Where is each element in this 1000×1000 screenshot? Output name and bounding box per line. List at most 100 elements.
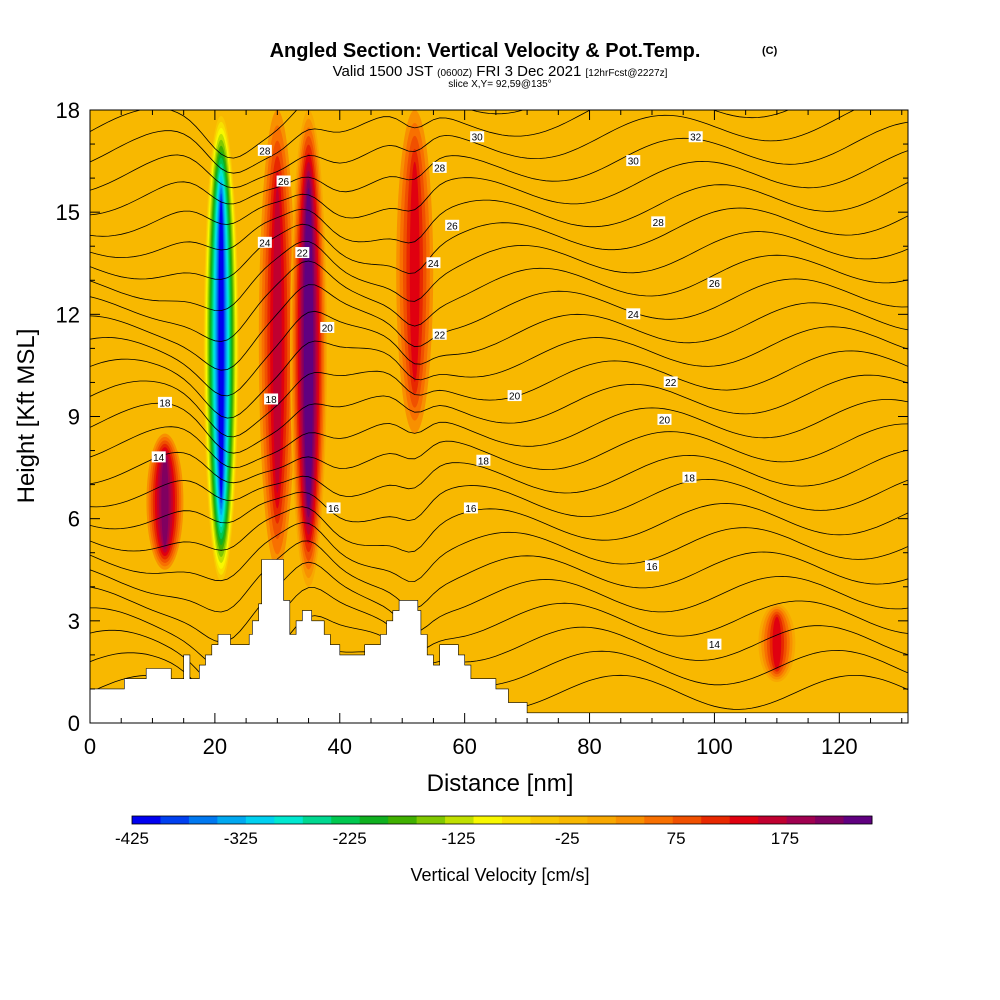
contour-label: 24	[626, 308, 641, 321]
contour-label-bg	[626, 308, 641, 320]
theta-contour	[90, 110, 790, 174]
contour-label: 26	[707, 277, 722, 290]
valid-date: FRI 3 Dec 2021	[476, 63, 581, 80]
slice-info: slice X,Y= 92,59@135°	[448, 79, 551, 90]
colorbar-swatch	[160, 816, 190, 824]
colorbar-swatch	[843, 816, 873, 824]
theta-contour	[90, 121, 908, 216]
theta-contour	[90, 478, 908, 530]
contour-label-text: 28	[434, 163, 446, 174]
colorbar-swatch	[331, 816, 361, 824]
x-axis: 0 20 40 60 80 100 120	[84, 110, 903, 759]
colorbar-tick-label: -325	[224, 829, 258, 848]
contour-label-text: 28	[653, 218, 665, 229]
x-tick-label: 20	[203, 734, 227, 759]
colorbar-tick-label: -225	[333, 829, 367, 848]
contour-label: 24	[257, 236, 272, 249]
contour-labels: 28 30 32 26 28 30 24 26 28 22 24 26 20 22 24 18 18 20 22 20…	[151, 131, 722, 651]
contour-label-bg	[657, 413, 672, 425]
contour-label-text: 18	[159, 398, 171, 409]
colorbar-swatch	[786, 816, 816, 824]
theta-contour	[90, 399, 908, 469]
theta-contour	[90, 540, 908, 613]
x-axis-label: Distance [nm]	[427, 770, 574, 797]
theta-contour	[90, 150, 908, 237]
colorbar-swatch	[245, 816, 275, 824]
contour-label-text: 32	[690, 133, 702, 144]
contour-label-text: 18	[266, 395, 278, 406]
contour-label: 18	[476, 454, 491, 467]
colorbar-swatch	[132, 816, 161, 824]
y-tick-label: 12	[56, 302, 80, 327]
chart-title-suffix: (C)	[762, 45, 778, 57]
contour-label: 20	[657, 413, 672, 426]
colorbar-label: Vertical Velocity [cm/s]	[410, 865, 589, 885]
contour-label-bg	[507, 390, 522, 402]
contour-label-text: 30	[628, 157, 640, 168]
contour-label-bg	[426, 257, 441, 269]
colorbar-swatch	[188, 816, 218, 824]
colorbar-tick-label: 175	[771, 829, 799, 848]
contour-label-bg	[320, 321, 335, 333]
theta-contour	[90, 522, 908, 582]
contour-label-text: 26	[709, 279, 721, 290]
contour-label: 14	[707, 638, 722, 651]
contour-label-text: 22	[665, 378, 677, 389]
contour-label-bg	[445, 219, 460, 231]
contour-label: 20	[320, 321, 335, 334]
contour-label-text: 20	[509, 392, 521, 403]
colorbar-swatch	[359, 816, 389, 824]
contour-label-text: 16	[328, 504, 340, 515]
contour-label-text: 26	[447, 221, 459, 232]
theta-contour	[90, 449, 908, 508]
theta-contour	[90, 110, 525, 159]
colorbar-swatch	[388, 816, 418, 824]
colorbar-swatch	[729, 816, 759, 824]
contour-label-text: 30	[472, 133, 484, 144]
contour-label-text: 28	[259, 146, 271, 157]
velocity-band	[409, 161, 420, 382]
colorbar-swatch	[530, 816, 560, 824]
contour-label: 30	[626, 155, 641, 168]
y-tick-label: 0	[68, 711, 80, 736]
contour-label-bg	[644, 560, 659, 572]
colorbar-swatch	[815, 816, 845, 824]
contour-label-bg	[326, 502, 341, 514]
contour-label-text: 14	[709, 640, 721, 651]
theta-contour	[90, 374, 908, 454]
contour-label-bg	[276, 175, 291, 187]
colorbar-swatch	[445, 816, 475, 824]
contour-label-bg	[151, 451, 166, 463]
y-tick-label: 3	[68, 609, 80, 634]
colorbar-swatch	[558, 816, 588, 824]
contour-label: 32	[688, 131, 703, 144]
x-tick-label: 60	[452, 734, 476, 759]
y-tick-label: 18	[56, 98, 80, 123]
colorbar-swatch	[302, 816, 332, 824]
contour-label-bg	[257, 236, 272, 248]
velocity-band	[772, 616, 782, 670]
theta-contour	[90, 423, 908, 485]
x-tick-label: 0	[84, 734, 96, 759]
contour-label: 28	[432, 161, 447, 174]
velocity-band	[305, 196, 312, 501]
contour-label: 28	[651, 216, 666, 229]
colorbar-swatch	[217, 816, 247, 824]
colorbar-tick-label: -25	[555, 829, 580, 848]
velocity-band	[218, 199, 224, 498]
velocity-band	[272, 186, 282, 494]
contour-label-bg	[463, 502, 478, 514]
y-tick-label: 15	[56, 200, 80, 225]
valid-utc: (0600Z)	[437, 68, 472, 79]
contour-label-text: 18	[684, 473, 696, 484]
contour-label: 28	[257, 144, 272, 157]
colorbar-swatch	[473, 816, 503, 824]
y-axis-label: Height [Kft MSL]	[13, 329, 40, 504]
colorbar-swatch	[502, 816, 531, 824]
theta-contour	[90, 302, 908, 397]
contour-label-bg	[682, 471, 697, 483]
contour-label: 16	[644, 560, 659, 573]
valid-time: Valid 1500 JST	[333, 63, 433, 80]
contour-label-bg	[476, 454, 491, 466]
contour-label-bg	[264, 393, 279, 405]
